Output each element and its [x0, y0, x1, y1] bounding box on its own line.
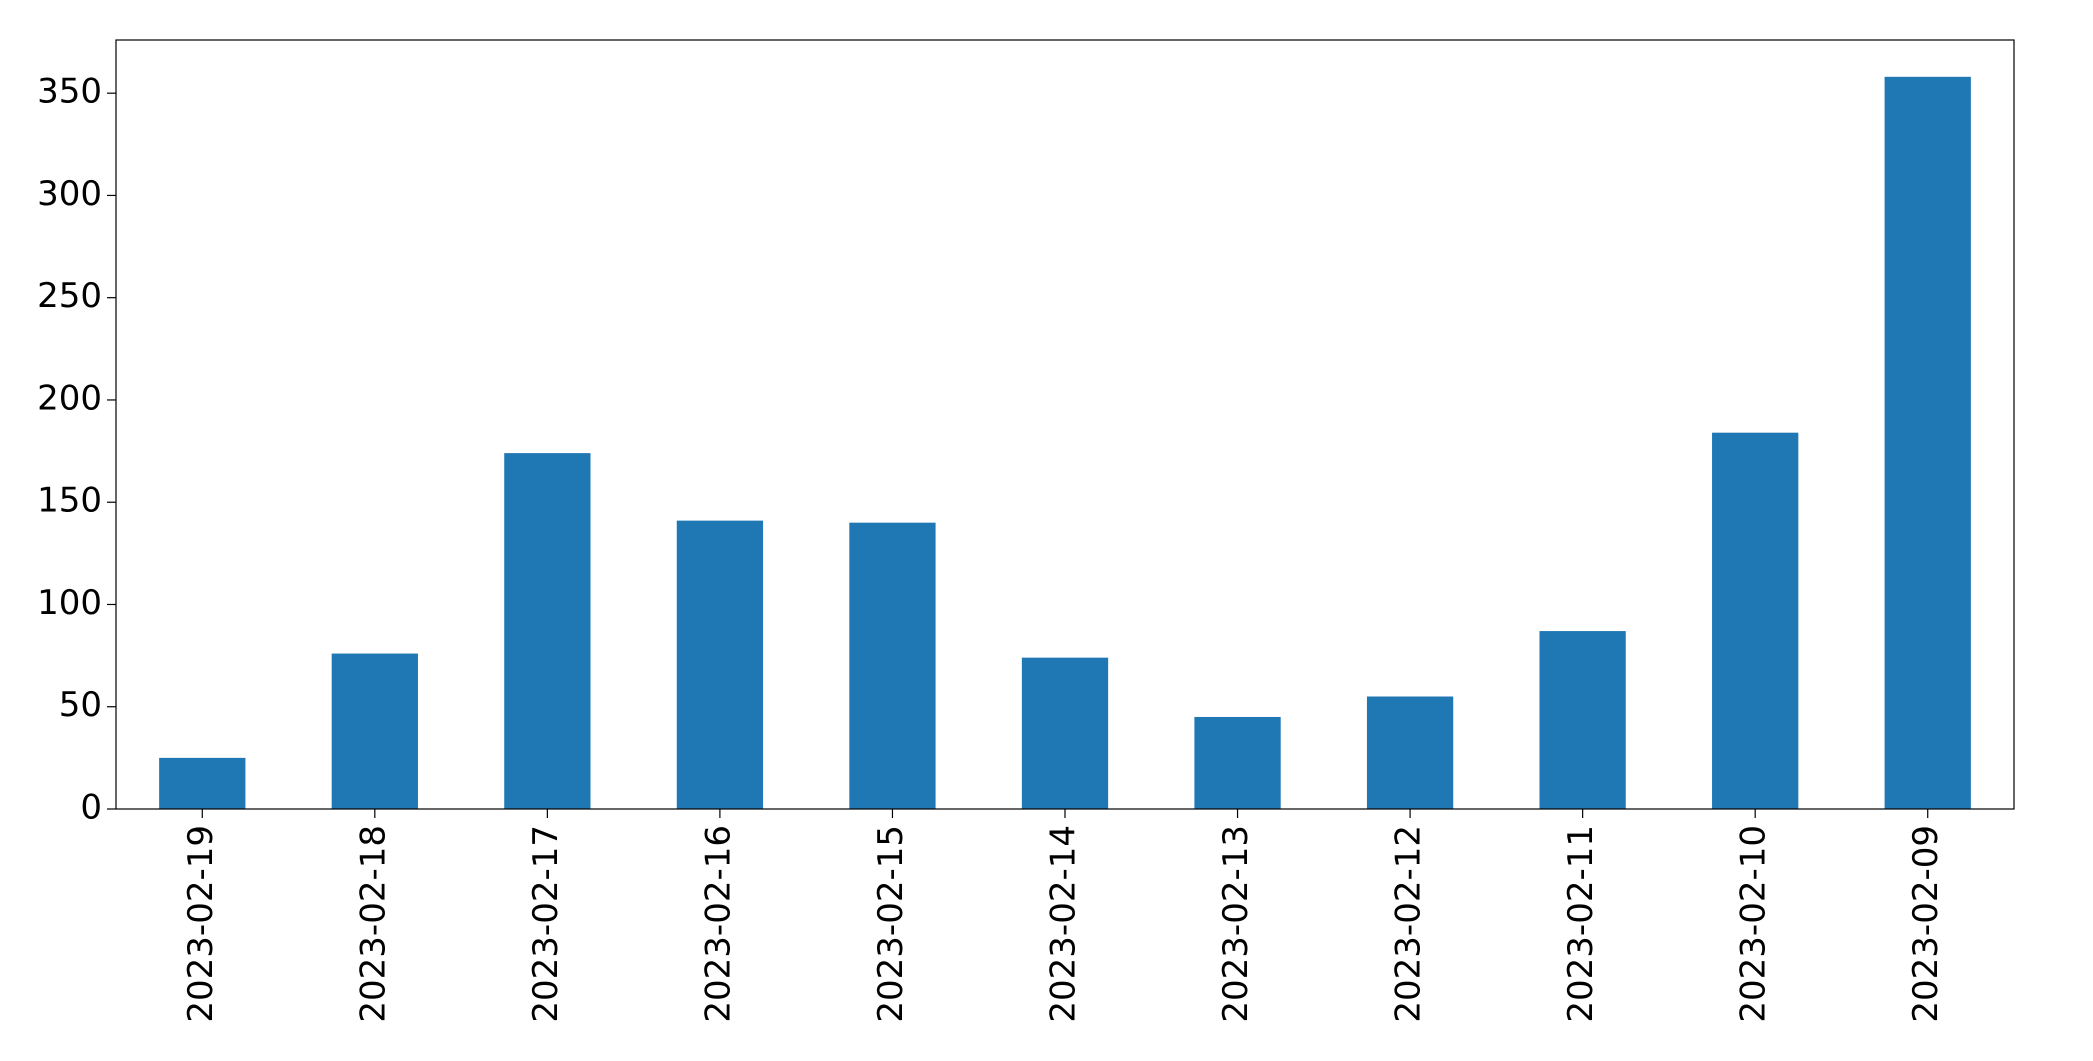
y-tick-label: 0 — [80, 788, 102, 828]
x-tick-label: 2023-02-16 — [698, 825, 738, 1023]
x-tick-label: 2023-02-12 — [1389, 825, 1429, 1023]
bar — [849, 522, 936, 809]
y-tick-label: 200 — [37, 378, 102, 418]
x-tick-label: 2023-02-18 — [353, 825, 393, 1023]
bar — [676, 520, 764, 809]
y-tick-label: 300 — [37, 174, 102, 214]
y-tick-label: 100 — [37, 583, 102, 623]
bar — [159, 757, 246, 809]
bar — [1366, 696, 1454, 809]
x-tick-label: 2023-02-09 — [1906, 825, 1946, 1023]
x-tick-label: 2023-02-13 — [1216, 825, 1256, 1023]
bar — [1539, 631, 1626, 809]
y-tick-label: 250 — [37, 276, 102, 316]
x-tick-label: 2023-02-10 — [1734, 825, 1774, 1023]
x-tick-label: 2023-02-19 — [181, 825, 221, 1023]
y-tick-label: 50 — [59, 685, 102, 725]
bar — [1021, 657, 1109, 809]
bar — [1712, 432, 1799, 809]
x-tick-label: 2023-02-15 — [871, 825, 911, 1023]
x-tick-label: 2023-02-17 — [526, 825, 566, 1023]
bar — [331, 653, 418, 809]
x-tick-label: 2023-02-11 — [1561, 825, 1601, 1023]
plot-frame — [115, 39, 2015, 810]
bar — [1194, 716, 1281, 809]
y-tick-label: 350 — [37, 72, 102, 112]
y-tick-label: 150 — [37, 481, 102, 521]
bar — [504, 453, 591, 809]
bar — [1884, 76, 1971, 809]
x-tick-label: 2023-02-14 — [1044, 825, 1084, 1023]
